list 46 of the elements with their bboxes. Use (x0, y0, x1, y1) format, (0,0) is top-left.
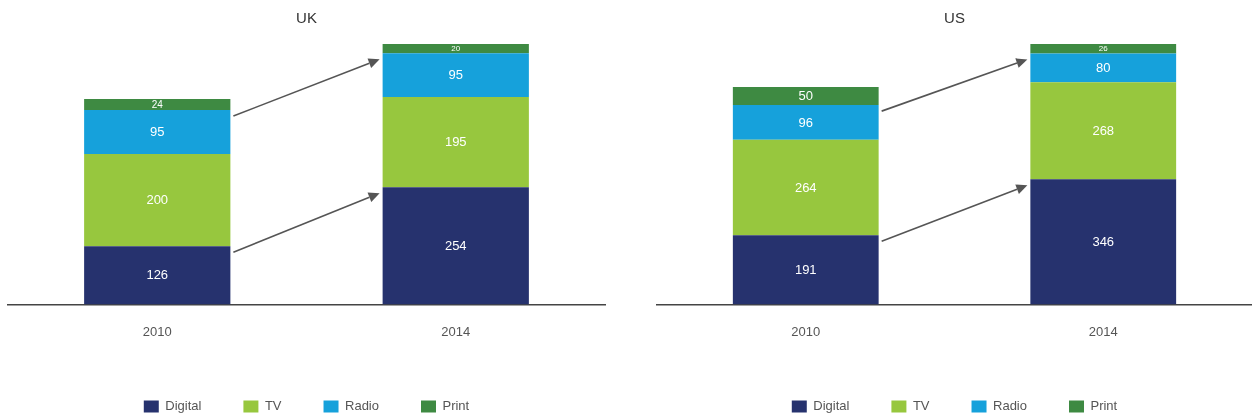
legend-label: Digital (165, 398, 202, 414)
data-label: 264 (794, 179, 817, 195)
bar (382, 44, 529, 54)
legend-label: Radio (345, 398, 379, 414)
bar (382, 187, 529, 305)
bar (84, 153, 231, 247)
x-tick-label: 2014 (441, 323, 471, 339)
data-label: 80 (1096, 59, 1111, 75)
bar (732, 235, 879, 305)
data-label: 254 (444, 237, 467, 253)
data-label: 268 (1092, 122, 1115, 138)
legend-label: Print (442, 398, 470, 414)
data-label: 95 (150, 124, 165, 140)
x-tick-label: 2014 (1088, 323, 1118, 339)
bar (1030, 179, 1177, 305)
data-label: 24 (151, 98, 164, 110)
bar (732, 105, 879, 140)
data-label: 96 (798, 114, 813, 130)
legend-label: TV (912, 398, 930, 414)
data-label: 346 (1092, 233, 1115, 249)
data-label: 26 (1098, 44, 1109, 54)
bar (84, 98, 231, 111)
data-label: 95 (448, 67, 463, 83)
legend-label: Radio (993, 398, 1027, 414)
data-label: 200 (146, 192, 169, 208)
bar (84, 246, 231, 305)
bar (382, 53, 529, 98)
x-tick-label: 2010 (142, 323, 172, 339)
data-label: 191 (794, 261, 817, 277)
legend-label: Digital (813, 398, 850, 414)
chart-title: UK (296, 9, 317, 27)
legend-label: Print (1090, 398, 1118, 414)
data-label: 126 (146, 267, 169, 283)
bar (1030, 44, 1177, 54)
legend-label: TV (264, 398, 282, 414)
bar (732, 87, 879, 106)
bar (732, 139, 879, 236)
data-label: 20 (451, 44, 461, 54)
bar (382, 97, 529, 188)
data-label: 195 (444, 134, 467, 150)
chart-title: US (944, 9, 965, 27)
bar (1030, 53, 1177, 83)
bar (84, 110, 231, 154)
bar (1030, 82, 1177, 180)
x-tick-label: 2010 (791, 323, 821, 339)
data-label: 50 (798, 88, 813, 104)
